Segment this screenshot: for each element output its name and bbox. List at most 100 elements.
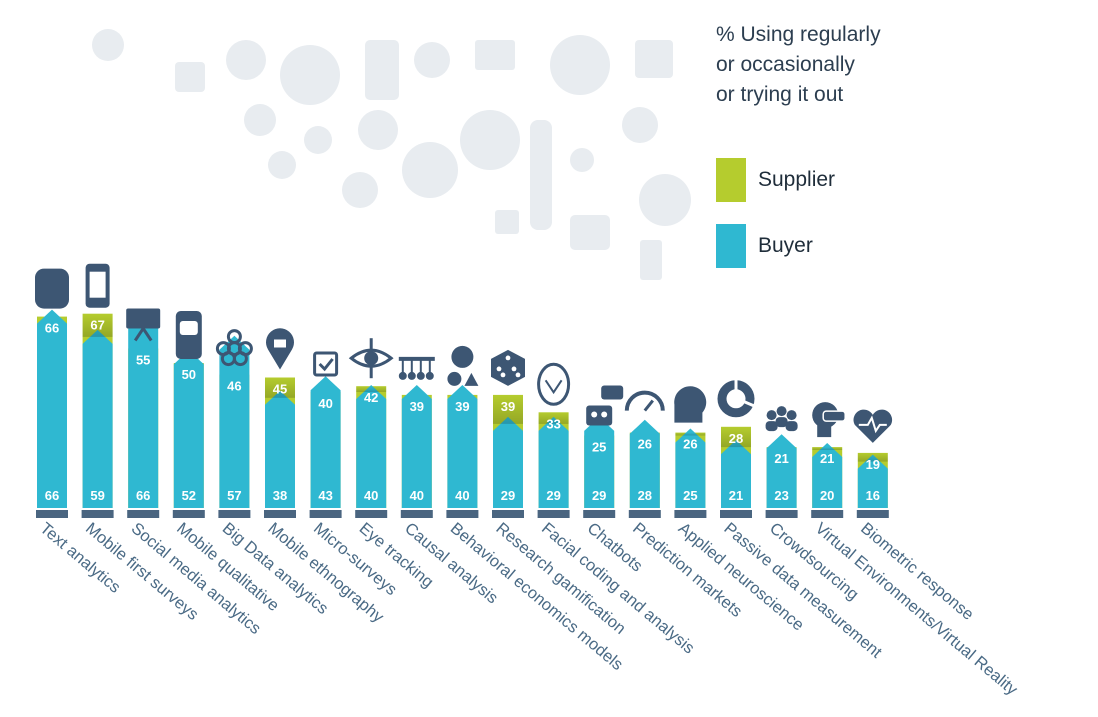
- bar-base: [309, 510, 342, 518]
- ghost-shape: [414, 42, 450, 78]
- ghost-shape: [570, 148, 594, 172]
- checkbox-icon: [313, 351, 339, 377]
- buyer-value-label: 29: [501, 488, 515, 503]
- category-label: Virtual Environments/Virtual Reality: [812, 519, 1022, 699]
- bar-base: [264, 510, 296, 518]
- bar-buyer: [37, 309, 67, 508]
- supplier-value-label: 28: [729, 431, 743, 446]
- bar-shade: [265, 377, 295, 398]
- bar-buyer: [265, 390, 295, 508]
- bar-buyer: [584, 416, 615, 508]
- bar-base: [674, 510, 707, 518]
- eye-icon: [348, 338, 394, 379]
- buyer-value-label: 66: [45, 488, 59, 503]
- bar-buyer: [310, 376, 341, 508]
- supplier-value-label: 33: [546, 416, 560, 431]
- bar-shade: [493, 394, 523, 424]
- bar-buyer: [219, 335, 250, 508]
- bar-base: [81, 510, 114, 518]
- ghost-shape: [92, 29, 124, 61]
- buyer-value-label: 20: [820, 488, 834, 503]
- supplier-value-label: 67: [90, 318, 104, 333]
- supplier-value-label: 45: [273, 382, 287, 397]
- donut-chart-icon: [717, 378, 757, 418]
- bar-buyer: [82, 329, 113, 508]
- supplier-value-label: 21: [820, 451, 834, 466]
- ghost-shape: [175, 62, 205, 92]
- bar-buyer: [401, 385, 432, 508]
- bar-shade: [538, 412, 569, 424]
- supplier-value-label: 39: [410, 399, 424, 414]
- chat-phone-icon: [175, 311, 202, 359]
- location-coffee-icon: [266, 328, 294, 370]
- buyer-value-label: 38: [273, 488, 287, 503]
- bar-shade: [812, 447, 843, 450]
- buyer-value-label: 16: [866, 488, 880, 503]
- buyer-value-label: 57: [227, 488, 241, 503]
- buyer-value-label: 66: [136, 488, 150, 503]
- bar-shade: [721, 426, 751, 448]
- bar-shade: [82, 313, 113, 337]
- ghost-shape: [268, 151, 296, 179]
- robot-chat-icon: [586, 385, 624, 426]
- ghost-shape: [342, 172, 378, 208]
- bar-buyer: [173, 350, 204, 508]
- bar-buyer: [857, 454, 888, 508]
- bar-buyer: [356, 385, 387, 508]
- apple-shapes-icon: [447, 345, 479, 386]
- ghost-shape: [530, 120, 552, 230]
- bar-base: [583, 510, 616, 518]
- ghost-shape: [570, 215, 610, 250]
- bar-buyer: [675, 428, 706, 508]
- bar-base: [400, 510, 433, 518]
- bar-shade: [857, 452, 888, 462]
- supplier-value-label: 26: [683, 437, 697, 452]
- bar-buyer: [493, 416, 523, 508]
- bar-shade: [356, 386, 387, 392]
- buyer-value-label: 52: [182, 488, 196, 503]
- ghost-shape: [244, 104, 276, 136]
- bar-buyer: [629, 419, 660, 508]
- bar-base: [628, 510, 661, 518]
- legend-buyer: Buyer: [716, 224, 813, 268]
- bar-base: [811, 510, 844, 518]
- legend-supplier: Supplier: [716, 158, 835, 202]
- buyer-value-label: 25: [683, 488, 697, 503]
- buyer-value-label: 29: [592, 488, 606, 503]
- supplier-value-label: 19: [866, 457, 880, 472]
- bar-base: [856, 510, 889, 518]
- buyer-value-label: 40: [410, 488, 424, 503]
- heart-pulse-icon: [853, 409, 893, 443]
- supplier-value-label: 25: [592, 440, 606, 455]
- supplier-value-label: 40: [318, 396, 332, 411]
- presentation-twitter-icon: [126, 308, 161, 342]
- buyer-value-label: 21: [729, 488, 743, 503]
- gauge-icon: [624, 390, 665, 412]
- ghost-shape: [635, 40, 673, 78]
- pendulum-icon: [398, 356, 435, 380]
- bar-buyer: [812, 443, 843, 508]
- ghost-shape: [639, 174, 691, 226]
- supplier-value-label: 39: [501, 399, 515, 414]
- bar-base: [218, 510, 251, 518]
- ghost-shape: [280, 45, 340, 105]
- ghost-shape: [495, 210, 519, 234]
- bar-buyer: [766, 434, 797, 508]
- supplier-value-label: 39: [455, 399, 469, 414]
- ghost-shape: [640, 240, 662, 280]
- bar-base: [127, 510, 160, 518]
- bar-icons: [35, 263, 893, 443]
- buyer-value-label: 40: [364, 488, 378, 503]
- face-mesh-icon: [537, 362, 571, 406]
- ghost-shape: [365, 40, 399, 100]
- supplier-value-label: 42: [364, 390, 378, 405]
- bar-base: [446, 510, 479, 518]
- ghost-shape: [358, 110, 398, 150]
- bar-base: [720, 510, 752, 518]
- bar-shade: [675, 432, 706, 436]
- buyer-value-label: 40: [455, 488, 469, 503]
- supplier-value-label: 50: [182, 367, 196, 382]
- bar-base: [492, 510, 524, 518]
- bar-base: [537, 510, 570, 518]
